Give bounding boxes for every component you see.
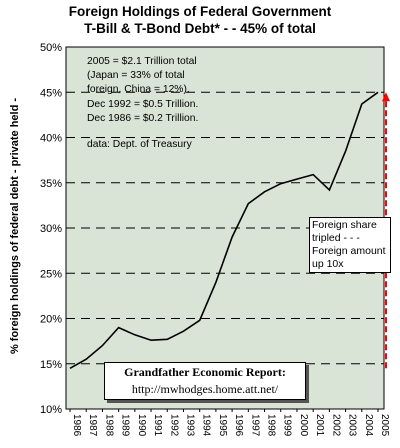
y-tick-labels: 10% 15% 20% 25% 30% 35% 40% 45% 50% xyxy=(40,42,62,416)
note-line: foreign, China = 12%). xyxy=(87,84,190,96)
x-tick-label: 1989 xyxy=(120,414,131,437)
x-tick-label: 2001 xyxy=(314,414,325,437)
chart-title-line1: Foreign Holdings of Federal Government xyxy=(68,4,332,19)
y-tick-label: 15% xyxy=(40,359,62,371)
x-tick-label: 2003 xyxy=(347,414,358,437)
callout-line: tripled - - - xyxy=(312,232,360,244)
note-line xyxy=(87,126,262,138)
x-tick-label: 1994 xyxy=(201,414,212,437)
note-line: (Japan = 33% of total xyxy=(87,70,185,82)
x-tick-label: 1998 xyxy=(266,414,277,437)
arrow-head xyxy=(382,92,390,102)
series-line xyxy=(69,91,379,369)
x-tick-label: 1999 xyxy=(282,414,293,437)
x-tick-label: 2000 xyxy=(298,414,309,437)
y-tick-label: 20% xyxy=(40,314,62,326)
y-tick-label: 35% xyxy=(40,178,62,190)
x-tick-label: 1990 xyxy=(136,414,147,437)
x-tick-label: 1988 xyxy=(103,414,114,437)
y-tick-label: 10% xyxy=(40,404,62,416)
x-tick-label: 1987 xyxy=(87,414,98,437)
x-tick-label: 1991 xyxy=(152,414,163,437)
x-tick-label: 2002 xyxy=(330,414,341,437)
x-tick-label: 1995 xyxy=(217,414,228,437)
y-tick-label: 40% xyxy=(40,133,62,145)
y-tick-label: 45% xyxy=(40,87,62,99)
y-tick-label: 25% xyxy=(40,268,62,280)
x-tick-label: 1986 xyxy=(71,414,82,437)
y-axis-label: % foreign holdings of federal debt - pri… xyxy=(9,97,21,355)
data-note: 2005 = $2.1 Trillion total (Japan = 33% … xyxy=(87,55,262,152)
y-tick-label: 50% xyxy=(40,42,62,54)
credit-title: Grandfather Economic Report: xyxy=(124,365,286,379)
note-line: 2005 = $2.1 Trillion total xyxy=(87,56,197,67)
x-tick-labels: 1986 1987 1988 1989 1990 1991 1992 1993 1994 1995… xyxy=(69,409,390,437)
x-tick-label: 2004 xyxy=(363,414,374,437)
x-tick-label: 1992 xyxy=(168,414,179,437)
credit-box: Grandfather Economic Report: http://mwho… xyxy=(104,362,306,400)
x-tick-label: 2005 xyxy=(379,414,390,437)
note-line: Dec 1992 = $0.5 Trillion. xyxy=(87,98,199,110)
chart-title-line2: T-Bill & T-Bond Debt* - - 45% of total xyxy=(84,21,316,36)
x-tick-label: 1997 xyxy=(249,414,260,437)
callout-line: Foreign amount xyxy=(312,245,386,257)
y-tick-label: 30% xyxy=(40,223,62,235)
note-source: data: Dept. of Treasury xyxy=(87,139,192,151)
growth-arrow xyxy=(382,92,390,369)
x-tick-label: 1996 xyxy=(233,414,244,437)
callout-line: up 10x xyxy=(312,258,344,270)
credit-url: http://mwhodges.home.att.net/ xyxy=(131,382,279,396)
note-line: Dec 1986 = $0.2 Trillion. xyxy=(87,112,199,124)
callout-line: Foreign share xyxy=(312,219,377,231)
x-tick-label: 1993 xyxy=(184,414,195,437)
callout-box: Foreign share tripled - - - Foreign amou… xyxy=(309,217,391,273)
